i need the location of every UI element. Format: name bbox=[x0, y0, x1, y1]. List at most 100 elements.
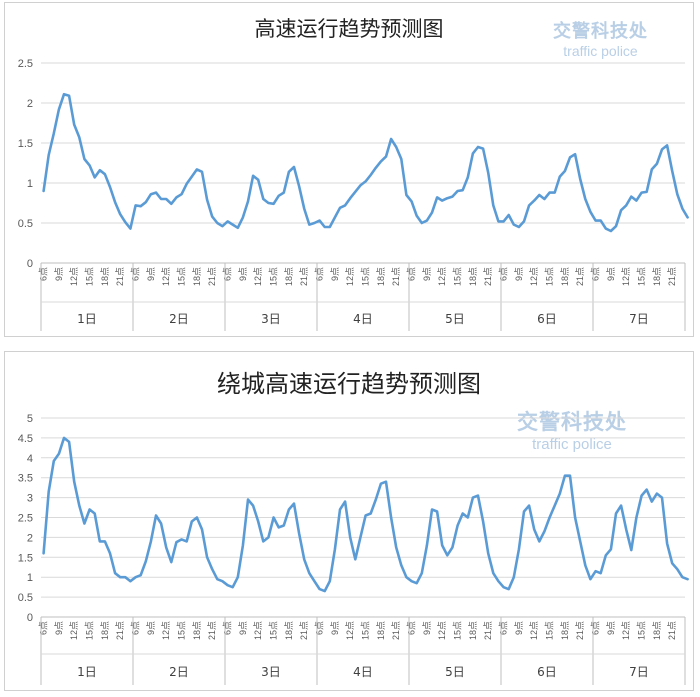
x-tick-label: 12点 bbox=[621, 267, 631, 286]
x-tick-label: 12点 bbox=[253, 621, 263, 640]
series-line bbox=[42, 92, 689, 233]
x-tick-label: 12点 bbox=[69, 621, 79, 640]
y-tick-label: 0 bbox=[27, 258, 33, 270]
x-tick-label: 21点 bbox=[483, 621, 493, 640]
x-tick-label: 12点 bbox=[345, 621, 355, 640]
x-tick-label: 6点 bbox=[407, 621, 417, 635]
y-tick-label: 3.5 bbox=[18, 473, 33, 485]
y-tick-label: 0 bbox=[27, 612, 33, 624]
x-tick-label: 21点 bbox=[667, 267, 677, 286]
x-tick-label: 18点 bbox=[192, 267, 202, 286]
x-tick-label: 21点 bbox=[115, 267, 125, 286]
x-tick-label: 18点 bbox=[560, 267, 570, 286]
x-tick-label: 15点 bbox=[453, 621, 463, 640]
day-label: 4日 bbox=[353, 312, 373, 326]
chart-plot-ring-highway: 0 0.5 1 1.5 2 2.5 3 3.5 4 4.5 5 6点 9点 12点 15点 18点 21点 1日 6… bbox=[18, 413, 689, 685]
x-tick-label: 12点 bbox=[161, 267, 171, 286]
x-tick-label: 21点 bbox=[115, 621, 125, 640]
day-label: 6日 bbox=[537, 312, 557, 326]
x-tick-label: 9点 bbox=[514, 267, 524, 281]
x-tick-label: 9点 bbox=[54, 267, 64, 281]
x-tick-label: 12点 bbox=[345, 267, 355, 286]
y-tick-label: 2 bbox=[27, 532, 33, 544]
x-tick-label: 9点 bbox=[238, 621, 248, 635]
day-label: 1日 bbox=[77, 665, 97, 679]
y-tick-label: 4.5 bbox=[18, 433, 33, 445]
x-tick-label: 18点 bbox=[376, 621, 386, 640]
x-tick-label: 18点 bbox=[652, 621, 662, 640]
x-tick-label: 21点 bbox=[667, 621, 677, 640]
x-tick-label: 15点 bbox=[637, 621, 647, 640]
x-tick-label: 18点 bbox=[652, 267, 662, 286]
y-tick-label: 3 bbox=[27, 493, 33, 505]
x-tick-label: 9点 bbox=[514, 621, 524, 635]
x-tick-label: 6点 bbox=[315, 267, 325, 281]
y-tick-label: 5 bbox=[27, 413, 33, 425]
watermark: 交警科技处 traffic police bbox=[517, 406, 627, 453]
chart-title: 绕城高速运行趋势预测图 bbox=[217, 370, 481, 398]
y-tick-label: 1 bbox=[27, 178, 33, 190]
x-tick-label: 15点 bbox=[177, 267, 187, 286]
x-tick-label: 15点 bbox=[637, 267, 647, 286]
x-tick-label: 15点 bbox=[269, 621, 279, 640]
x-tick-label: 6点 bbox=[407, 267, 417, 281]
x-tick-label: 9点 bbox=[238, 267, 248, 281]
x-tick-label: 6点 bbox=[591, 621, 601, 635]
y-tick-label: 2.5 bbox=[18, 58, 33, 70]
x-tick-label: 12点 bbox=[253, 267, 263, 286]
x-tick-label: 9点 bbox=[330, 267, 340, 281]
watermark-cn: 交警科技处 bbox=[517, 410, 627, 434]
x-tick-label: 6点 bbox=[499, 621, 509, 635]
x-tick-label: 6点 bbox=[39, 267, 49, 281]
y-tick-label: 1.5 bbox=[18, 552, 33, 564]
day-label: 3日 bbox=[261, 665, 281, 679]
y-tick-label: 2 bbox=[27, 98, 33, 110]
x-tick-label: 21点 bbox=[483, 267, 493, 286]
x-tick-label: 18点 bbox=[100, 267, 110, 286]
x-tick-label: 18点 bbox=[376, 267, 386, 286]
x-tick-label: 15点 bbox=[545, 267, 555, 286]
y-tick-label: 1 bbox=[27, 572, 33, 584]
y-tick-label: 0.5 bbox=[18, 218, 33, 230]
chart-panel-highway: 高速运行趋势预测图 交警科技处 traffic police 0 0.5 1 1.5 2… bbox=[4, 2, 694, 337]
y-tick-label: 4 bbox=[27, 453, 33, 465]
day-label: 6日 bbox=[537, 665, 557, 679]
x-tick-label: 6点 bbox=[131, 267, 141, 281]
x-tick-label: 12点 bbox=[529, 267, 539, 286]
chart-plot-highway: 0 0.5 1 1.5 2 2.5 6点 9点 12点 15点 18点 21点 1日 6点 9点 12点 15点… bbox=[18, 58, 689, 331]
x-tick-label: 9点 bbox=[422, 621, 432, 635]
x-tick-label: 9点 bbox=[422, 267, 432, 281]
x-tick-label: 15点 bbox=[177, 621, 187, 640]
day-label: 4日 bbox=[353, 665, 373, 679]
chart-title: 高速运行趋势预测图 bbox=[254, 17, 444, 41]
x-tick-label: 21点 bbox=[391, 621, 401, 640]
y-tick-label: 0.5 bbox=[18, 592, 33, 604]
chart-panel-ring-highway: 绕城高速运行趋势预测图 交警科技处 traffic police 0 0.5 1 1.… bbox=[4, 351, 694, 691]
x-tick-label: 21点 bbox=[575, 267, 585, 286]
x-tick-label: 6点 bbox=[223, 621, 233, 635]
x-tick-label: 6点 bbox=[131, 621, 141, 635]
x-tick-label: 18点 bbox=[468, 621, 478, 640]
day-label: 2日 bbox=[169, 312, 189, 326]
x-tick-label: 15点 bbox=[361, 621, 371, 640]
watermark: 交警科技处 traffic police bbox=[553, 17, 648, 59]
y-tick-label: 2.5 bbox=[18, 513, 33, 525]
x-tick-label: 15点 bbox=[85, 621, 95, 640]
x-tick-label: 12点 bbox=[161, 621, 171, 640]
x-tick-label: 15点 bbox=[453, 267, 463, 286]
day-label: 5日 bbox=[445, 665, 465, 679]
day-label: 2日 bbox=[169, 665, 189, 679]
x-tick-label: 15点 bbox=[85, 267, 95, 286]
x-tick-label: 21点 bbox=[207, 267, 217, 286]
y-tick-label: 1.5 bbox=[18, 138, 33, 150]
day-label: 3日 bbox=[261, 312, 281, 326]
x-tick-label: 18点 bbox=[468, 267, 478, 286]
x-tick-label: 18点 bbox=[560, 621, 570, 640]
watermark-cn: 交警科技处 bbox=[553, 21, 648, 42]
x-tick-label: 18点 bbox=[100, 621, 110, 640]
series-line bbox=[42, 436, 689, 593]
day-label: 7日 bbox=[629, 312, 649, 326]
x-tick-label: 12点 bbox=[621, 621, 631, 640]
x-tick-label: 6点 bbox=[39, 621, 49, 635]
x-tick-label: 6点 bbox=[223, 267, 233, 281]
